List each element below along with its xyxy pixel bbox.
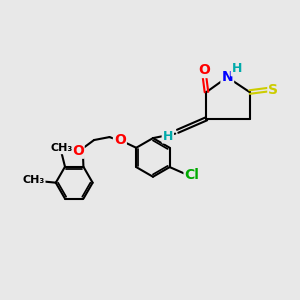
Text: N: N — [221, 70, 233, 84]
Text: O: O — [72, 144, 84, 158]
Text: H: H — [232, 62, 242, 75]
Text: Cl: Cl — [184, 168, 200, 182]
Text: CH₃: CH₃ — [22, 175, 45, 185]
Text: S: S — [268, 83, 278, 97]
Text: H: H — [163, 130, 173, 142]
Text: CH₃: CH₃ — [50, 143, 73, 153]
Text: O: O — [198, 63, 210, 77]
Text: O: O — [114, 133, 126, 147]
